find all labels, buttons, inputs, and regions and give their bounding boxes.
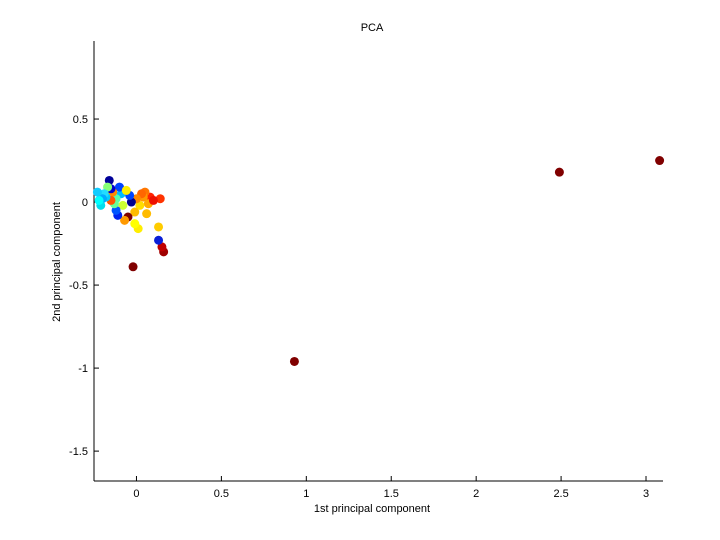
x-tick-label: 1 [303, 488, 309, 500]
data-point [135, 200, 145, 210]
data-point [157, 242, 167, 252]
x-tick-label: 0.5 [214, 488, 229, 500]
y-tick-label: 0.5 [73, 114, 88, 126]
data-point [128, 262, 138, 272]
data-point [148, 195, 158, 205]
data-point [114, 182, 124, 192]
y-tick-label: 0 [82, 197, 88, 209]
x-tick-label: 2.5 [553, 488, 568, 500]
data-point [103, 182, 113, 192]
data-point [154, 222, 164, 232]
axes: 0 0.5 1 1.5 2 2.5 3 0.5 0 -0.5 -1 -1.5 [69, 41, 663, 500]
data-point [155, 194, 165, 204]
data-points [92, 156, 665, 366]
y-axis-label: 2nd principal component [51, 202, 63, 322]
x-tick-label: 3 [643, 488, 649, 500]
data-point [154, 235, 164, 245]
data-point [118, 200, 128, 210]
data-point [121, 185, 131, 195]
data-point [289, 356, 299, 366]
data-point [130, 219, 140, 229]
x-tick-label: 2 [473, 488, 479, 500]
data-point [130, 207, 140, 217]
y-tick-label: -1 [78, 363, 88, 375]
data-point [142, 209, 152, 219]
data-point [120, 215, 130, 225]
data-point [655, 156, 665, 166]
x-tick-label: 0 [133, 488, 139, 500]
y-tick-label: -1.5 [69, 446, 88, 458]
y-tick-label: -0.5 [69, 280, 88, 292]
data-point [554, 167, 564, 177]
data-point [92, 187, 102, 197]
x-tick-label: 1.5 [384, 488, 399, 500]
data-point [94, 195, 104, 205]
x-axis-label: 1st principal component [314, 503, 430, 515]
chart-title: PCA [361, 22, 384, 34]
